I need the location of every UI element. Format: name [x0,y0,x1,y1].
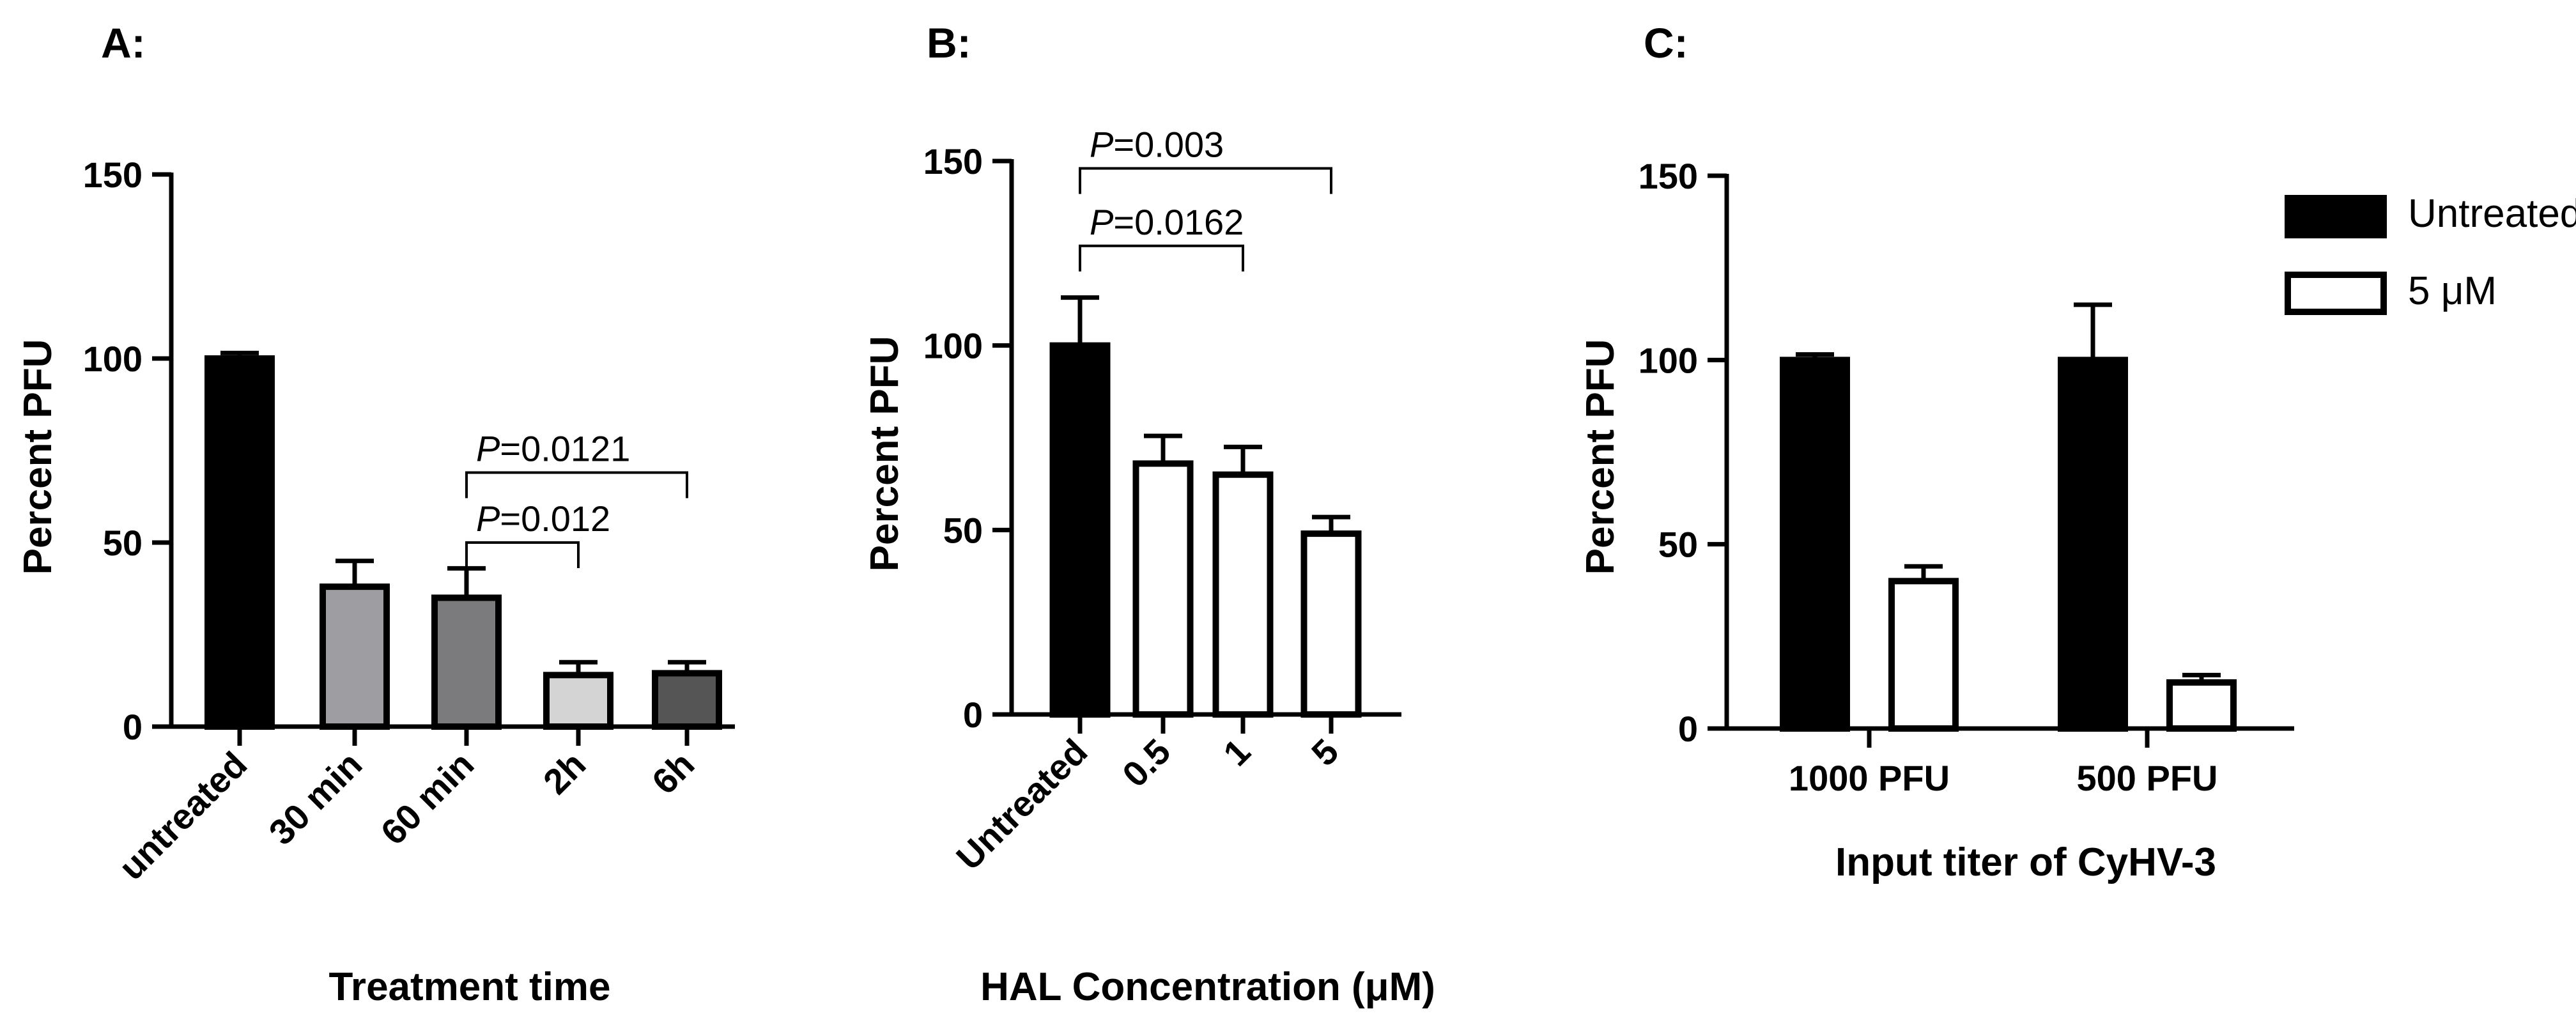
p-value-label: P=0.0121 [476,429,630,469]
y-tick-label: 50 [943,510,983,550]
panel-a: A: Percent PFU Treatment time 0 50 100 150 u… [16,19,735,1009]
p-value: =0.003 [1113,125,1224,165]
y-tick-label: 0 [963,695,983,735]
x-tick-label: 30 min [261,744,369,852]
x-tick-label: 0.5 [1114,731,1178,795]
p-value-label: P=0.012 [476,498,610,539]
panel-b-letter: B: [927,19,971,66]
y-tick-label: 0 [1678,709,1698,749]
x-tick-label: 1 [1215,731,1258,774]
legend-label-untreated: Untreated [2408,192,2576,236]
bar [2058,357,2128,732]
x-tick-label: 500 PFU [2077,758,2218,798]
x-tick-label: untreated [111,744,255,888]
y-tick-label: 150 [923,141,983,181]
legend-swatch-5um [2285,272,2387,315]
y-tick-label: 100 [1639,340,1698,380]
p-value-label: P=0.003 [1090,125,1224,165]
panel-c-letter: C: [1644,19,1688,66]
panel-a-y-axis-title: Percent PFU [16,339,60,575]
bar [652,670,722,730]
p-value: =0.0121 [500,429,630,469]
p-symbol: P [1090,125,1113,165]
x-tick-label: 1000 PFU [1789,758,1950,798]
panel-c-x-axis-title: Input titer of CyHV-3 [1835,840,2216,884]
bar [1780,357,1850,732]
panel-b-x-axis-title: HAL Concentration (μM) [980,965,1435,1009]
x-tick-label: 5 [1304,731,1346,774]
panel-c-plot: 0 50 100 150 1000 PFU 500 PFU [1639,156,2294,798]
bar [2166,679,2237,732]
panel-c: C: Percent PFU Input titer of CyHV-3 0 50… [1578,19,2576,884]
y-tick-label: 100 [923,326,983,366]
bar [1049,342,1111,718]
y-tick-label: 100 [83,339,143,379]
panel-a-x-axis-title: Treatment time [328,965,610,1009]
panel-c-y-axis-title: Percent PFU [1578,339,1623,575]
panel-a-plot: 0 50 100 150 untreated 30 min 60 min 2h 6h P=0.01… [83,155,735,888]
legend-label-5um: 5 μM [2408,269,2497,313]
panel-b: B: Percent PFU HAL Concentration (μM) 0 5… [863,19,1435,1009]
significance-bracket [1079,167,1332,194]
y-tick-label: 150 [83,155,143,195]
panel-a-letter: A: [101,19,146,66]
bar [431,594,502,730]
x-tick-label: 60 min [373,744,481,852]
x-tick-label: Untreated [948,731,1095,877]
p-symbol: P [476,429,500,469]
p-value: =0.0162 [1113,202,1244,242]
bar [1888,578,1959,732]
bar [543,672,613,730]
p-symbol: P [476,498,500,539]
y-tick-label: 50 [1658,525,1698,565]
y-tick-label: 150 [1639,156,1698,196]
panel-c-legend: Untreated 5 μM [2285,192,2576,315]
legend-swatch-untreated [2285,195,2387,238]
significance-bracket [465,471,688,498]
y-tick-label: 50 [103,523,143,563]
bar [1300,530,1362,718]
p-value-label: P=0.0162 [1090,202,1244,242]
bar [1212,471,1274,718]
bar [204,355,275,730]
significance-bracket [465,541,580,568]
y-tick-label: 0 [123,707,143,747]
p-symbol: P [1090,202,1113,242]
x-tick-label: 2h [536,744,594,802]
significance-bracket [1079,244,1244,272]
x-tick-label: 6h [644,744,702,802]
bar [320,583,390,730]
p-value: =0.012 [500,498,610,539]
panel-b-y-axis-title: Percent PFU [863,336,907,572]
bar [1132,460,1194,718]
